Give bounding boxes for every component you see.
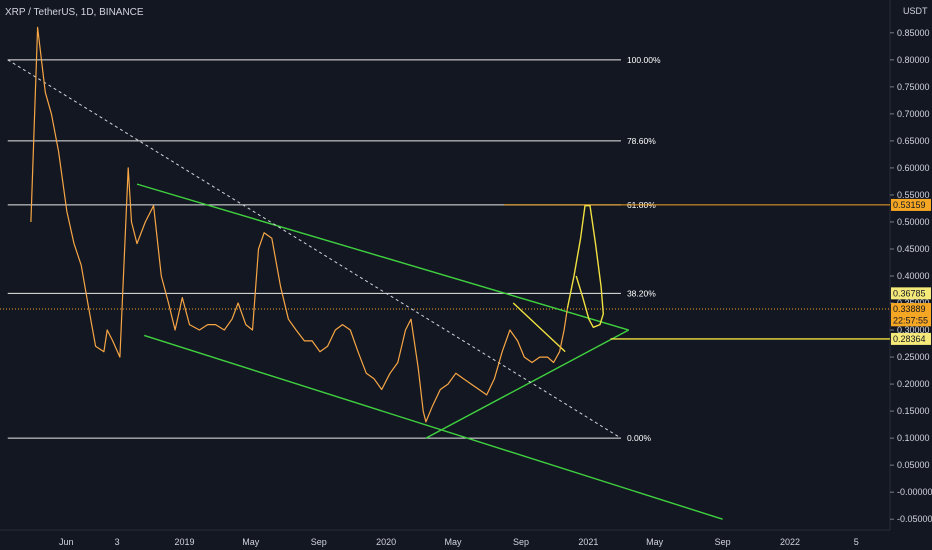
x-tick-label-8: 2021 [578, 537, 598, 547]
y-tick-label-6: 0.55000 [897, 190, 930, 200]
x-tick-label-11: 2022 [780, 537, 800, 547]
y-tick-label-7: 0.50000 [897, 217, 930, 227]
fib-level-label-0: 100.00% [627, 55, 661, 65]
price-tag-label-0: 0.53159 [893, 200, 926, 210]
price-series-line [30, 26, 568, 423]
x-tick-label-0: Jun [59, 537, 74, 547]
x-tick-label-4: Sep [311, 537, 327, 547]
price-tag-label-2: 0.33889 [893, 304, 926, 314]
fib-level-label-3: 38.20% [627, 288, 656, 298]
trendline-channel-top [136, 183, 629, 331]
y-tick-label-0: 0.85000 [897, 28, 930, 38]
price-tag-2 [891, 303, 931, 316]
y-tick-label-3: 0.70000 [897, 109, 930, 119]
price-tag-3 [891, 314, 931, 327]
y-tick-label-5: 0.60000 [897, 163, 930, 173]
x-tick-label-7: Sep [513, 537, 529, 547]
x-tick-label-2: 2019 [175, 537, 195, 547]
x-tick-label-12: 5 [854, 537, 859, 547]
x-tick-label-9: May [646, 537, 664, 547]
price-tag-label-1: 0.36785 [893, 288, 926, 298]
x-tick-label-10: Sep [715, 537, 731, 547]
y-tick-label-14: 0.15000 [897, 406, 930, 416]
y-tick-label-1: 0.80000 [897, 55, 930, 65]
x-tick-label-1: 3 [115, 537, 120, 547]
y-tick-label-13: 0.20000 [897, 379, 930, 389]
y-tick-label-8: 0.45000 [897, 244, 930, 254]
y-tick-label-12: 0.25000 [897, 352, 930, 362]
trendline-flag-upper [512, 302, 566, 353]
trendline-support-rising [425, 329, 630, 439]
y-tick-label-18: -0.05000 [897, 514, 932, 524]
y-tick-label-17: -0.00000 [897, 487, 932, 497]
chart-title: XRP / TetherUS, 1D, BINANCE [5, 7, 144, 18]
y-tick-label-2: 0.75000 [897, 82, 930, 92]
projection-curve [566, 205, 604, 328]
price-tag-4 [891, 332, 931, 345]
trendline-channel-bottom [143, 334, 723, 520]
price-tag-0 [891, 198, 931, 211]
fib-level-label-4: 0.00% [627, 433, 652, 443]
y-tick-label-11: 0.30000 [897, 325, 930, 335]
price-tag-1 [891, 287, 931, 300]
price-tag-label-3: 22:57:55 [893, 315, 928, 325]
y-tick-label-4: 0.65000 [897, 136, 930, 146]
y-tick-label-16: 0.05000 [897, 460, 930, 470]
x-tick-label-3: May [242, 537, 260, 547]
trendline-dashed-downtrend [7, 59, 622, 439]
price-scale-unit: USDT [903, 6, 928, 16]
x-tick-label-6: May [445, 537, 463, 547]
y-tick-label-15: 0.10000 [897, 433, 930, 443]
y-tick-label-9: 0.40000 [897, 271, 930, 281]
fib-level-label-1: 78.60% [627, 136, 656, 146]
x-tick-label-5: 2020 [376, 537, 396, 547]
price-tag-label-4: 0.28364 [893, 334, 926, 344]
